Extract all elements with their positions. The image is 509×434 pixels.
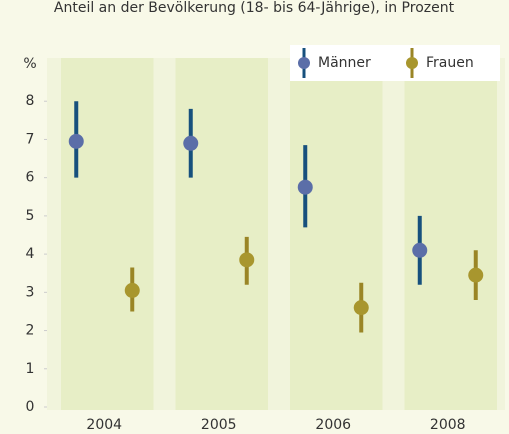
y-tick-label: 4 (26, 246, 35, 262)
point (239, 252, 255, 268)
y-tick-label: 6 (26, 170, 35, 186)
y-tick-label: 3 (26, 284, 35, 300)
x-tick-label: 2006 (315, 417, 351, 433)
x-tick-label: 2004 (86, 417, 122, 433)
y-unit: % (23, 56, 36, 72)
point (353, 300, 369, 316)
point (412, 242, 428, 258)
point (468, 267, 484, 283)
y-tick-label: 0 (26, 399, 35, 415)
category-band (290, 58, 383, 410)
legend-label: Frauen (426, 55, 474, 71)
chart-subtitle: Anteil an der Bevölkerung (18- bis 64-Jä… (54, 0, 455, 16)
y-tick-label: 2 (26, 323, 35, 339)
point (183, 135, 199, 151)
y-tick-label: 5 (26, 208, 35, 224)
legend-box (290, 45, 500, 81)
y-tick-label: 8 (26, 93, 35, 109)
legend-marker (406, 57, 418, 69)
y-tick-label: 1 (26, 361, 35, 377)
legend-marker (298, 57, 310, 69)
legend-label: Männer (318, 55, 371, 71)
y-tick-label: 7 (26, 131, 35, 147)
point (68, 133, 84, 149)
point (124, 282, 140, 298)
x-tick-label: 2005 (201, 417, 237, 433)
point (297, 179, 313, 195)
x-tick-label: 2008 (430, 417, 466, 433)
